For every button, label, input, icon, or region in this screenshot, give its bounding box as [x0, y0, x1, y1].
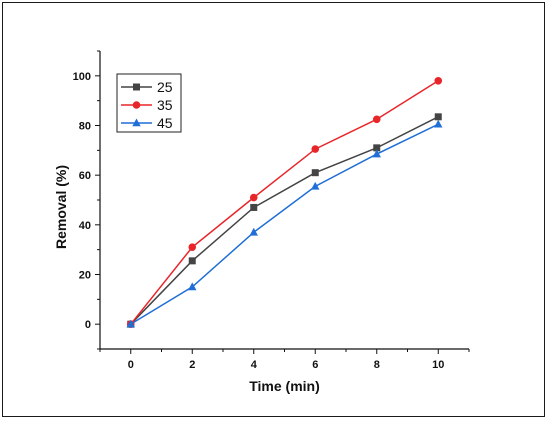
legend-marker	[133, 83, 140, 91]
data-point-45	[188, 282, 197, 291]
legend-item-35: 35	[121, 97, 173, 113]
x-tick-label: 2	[189, 359, 195, 371]
x-tick-label: 0	[128, 359, 134, 371]
x-tick-label: 10	[432, 359, 444, 371]
axes: 0 20 40 60 80 100 0 2 4 6 8 10	[73, 50, 470, 371]
data-point-25	[188, 257, 196, 265]
y-tick-label: 20	[79, 270, 91, 282]
figure-frame	[2, 2, 545, 417]
x-tick-label: 6	[312, 359, 318, 371]
data-point-35	[311, 145, 320, 153]
data-point-25	[311, 169, 319, 177]
data-point-45	[311, 181, 320, 190]
y-tick-label: 60	[79, 170, 91, 182]
data-point-35	[372, 115, 381, 124]
y-tick-label: 80	[79, 121, 91, 133]
y-tick-label: 0	[85, 319, 91, 331]
legend-label: 25	[157, 79, 173, 95]
legend-marker	[132, 101, 141, 109]
data-point-45	[434, 119, 443, 128]
series-line-25	[130, 116, 439, 325]
data-point-35	[188, 243, 197, 251]
legend-label: 35	[157, 97, 173, 113]
data-point-25	[250, 203, 258, 211]
data-point-45	[372, 149, 381, 158]
legend-label: 45	[157, 115, 173, 131]
legend-marker	[132, 118, 141, 127]
series-line-45	[130, 123, 439, 325]
x-tick-label: 8	[374, 359, 380, 371]
data-point-25	[434, 113, 442, 121]
x-axis-title: Time (min)	[249, 378, 320, 394]
x-tick-label: 4	[251, 359, 258, 371]
data-point-25	[373, 144, 381, 152]
y-tick-label: 40	[79, 220, 91, 232]
legend: 25 35 45	[116, 73, 182, 133]
legend-item-25: 25	[121, 79, 173, 95]
data-point-35	[434, 77, 443, 85]
data-point-45	[126, 319, 135, 328]
series-45	[126, 119, 443, 328]
series-line-35	[130, 80, 439, 325]
legend-item-45: 45	[121, 115, 173, 131]
data-point-35	[249, 193, 258, 202]
y-tick-label: 100	[73, 71, 91, 83]
series-layer	[126, 77, 443, 328]
y-axis-title: Removal (%)	[53, 165, 69, 249]
data-point-45	[249, 227, 258, 236]
